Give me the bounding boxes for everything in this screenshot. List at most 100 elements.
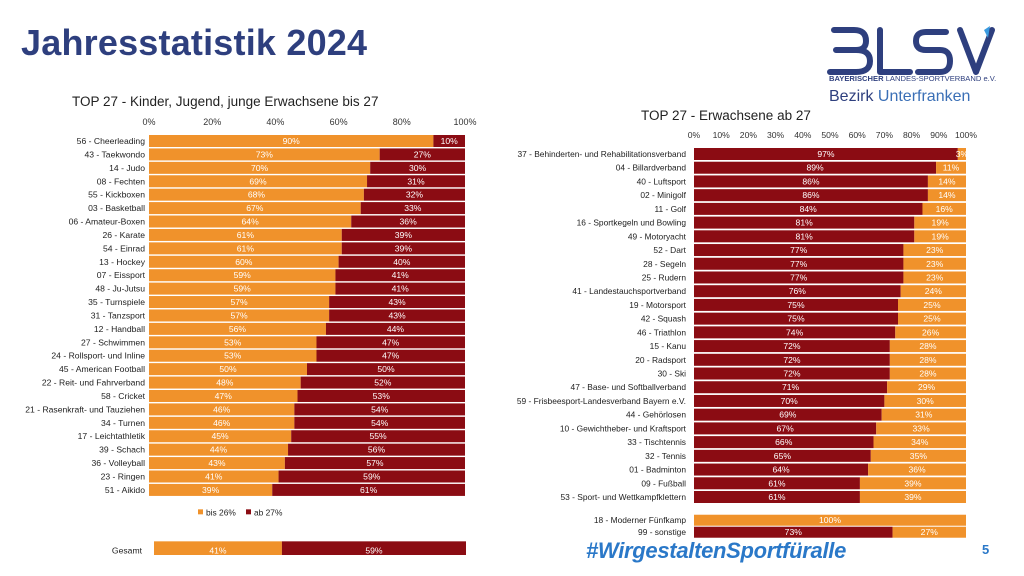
category-label: 56 - Cheerleading bbox=[77, 136, 146, 146]
x-tick-label: 0% bbox=[142, 117, 155, 127]
bar-segment bbox=[149, 403, 295, 416]
bar-segment bbox=[335, 282, 465, 295]
bar-segment bbox=[694, 449, 871, 462]
category-label: 32 - Tennis bbox=[645, 451, 686, 461]
bar-segment bbox=[433, 135, 465, 147]
data-label: 11% bbox=[943, 163, 960, 173]
bar-segment bbox=[281, 541, 466, 555]
bar-segment bbox=[316, 349, 465, 362]
bar-segment bbox=[898, 312, 966, 325]
data-label: 36% bbox=[908, 465, 926, 475]
bar-segment bbox=[694, 422, 877, 435]
chart-left-title: TOP 27 - Kinder, Jugend, junge Erwachsen… bbox=[72, 94, 379, 109]
data-label: 71% bbox=[782, 382, 800, 392]
category-label: 39 - Schach bbox=[99, 445, 145, 455]
data-label: 61% bbox=[237, 230, 255, 240]
bar-segment bbox=[291, 430, 465, 443]
category-label: 54 - Einrad bbox=[103, 243, 145, 253]
hashtag: #WirgestaltenSportfüralle bbox=[586, 538, 847, 563]
bar-segment bbox=[936, 161, 966, 174]
legend-label: bis 26% bbox=[206, 507, 236, 517]
category-label: 12 - Handball bbox=[94, 324, 145, 334]
data-label: 44% bbox=[210, 445, 228, 455]
bar-segment bbox=[868, 463, 966, 476]
data-label: 41% bbox=[392, 284, 410, 294]
data-label: 27% bbox=[921, 527, 939, 537]
data-label: 61% bbox=[360, 485, 378, 495]
category-label: 18 - Moderner Fünfkamp bbox=[594, 515, 687, 525]
bar-segment bbox=[351, 215, 465, 228]
data-label: 73% bbox=[785, 527, 803, 537]
category-label: 43 - Taekwondo bbox=[84, 149, 145, 159]
page-number: 5 bbox=[982, 542, 990, 557]
data-label: 45% bbox=[211, 431, 229, 441]
bar-segment bbox=[887, 381, 966, 394]
blsv-logo bbox=[827, 26, 995, 75]
bar-segment bbox=[694, 353, 890, 366]
data-label: 26% bbox=[922, 327, 940, 337]
bar-segment bbox=[363, 188, 465, 201]
category-label: 23 - Ringen bbox=[101, 472, 146, 482]
data-label: 64% bbox=[242, 217, 260, 227]
category-label: 45 - American Football bbox=[59, 364, 145, 374]
data-label: 76% bbox=[789, 286, 807, 296]
bar-segment bbox=[341, 228, 465, 241]
bar-segment bbox=[694, 161, 937, 174]
bar-segment bbox=[876, 422, 966, 435]
data-label: 46% bbox=[213, 404, 231, 414]
data-label: 19% bbox=[932, 218, 950, 228]
data-label: 67% bbox=[777, 423, 795, 433]
bar-segment bbox=[149, 202, 361, 215]
category-label: Gesamt bbox=[112, 545, 143, 555]
data-label: 61% bbox=[768, 478, 786, 488]
data-label: 61% bbox=[237, 243, 255, 253]
data-label: 60% bbox=[235, 257, 253, 267]
data-label: 28% bbox=[919, 369, 937, 379]
bar-segment bbox=[149, 148, 380, 161]
category-label: 46 - Triathlon bbox=[637, 327, 686, 337]
x-tick-label: 20% bbox=[740, 130, 758, 140]
data-label: 39% bbox=[395, 243, 413, 253]
bar-segment bbox=[278, 470, 465, 483]
bar-segment bbox=[694, 285, 901, 298]
bar-segment bbox=[325, 322, 465, 335]
category-label: 30 - Ski bbox=[658, 369, 687, 379]
data-label: 47% bbox=[382, 337, 400, 347]
data-label: 46% bbox=[213, 418, 231, 428]
bar-segment bbox=[922, 202, 966, 215]
bar-segment bbox=[335, 269, 465, 282]
bar-segment bbox=[149, 135, 434, 147]
data-label: 24% bbox=[925, 286, 943, 296]
data-label: 23% bbox=[926, 272, 944, 282]
bar-segment bbox=[149, 376, 301, 389]
x-tick-label: 80% bbox=[903, 130, 921, 140]
bar-segment bbox=[694, 394, 885, 407]
bar-segment bbox=[379, 148, 465, 161]
data-label: 53% bbox=[373, 391, 391, 401]
data-label: 39% bbox=[904, 492, 922, 502]
bar-segment bbox=[329, 309, 465, 322]
data-label: 28% bbox=[919, 341, 937, 351]
category-label: 13 - Hockey bbox=[99, 257, 146, 267]
bezirk-label: Bezirk Unterfranken bbox=[829, 88, 971, 105]
bar-segment bbox=[694, 436, 874, 449]
data-label: 69% bbox=[249, 176, 267, 186]
data-label: 39% bbox=[904, 478, 922, 488]
category-label: 26 - Karate bbox=[102, 230, 145, 240]
data-label: 61% bbox=[768, 492, 786, 502]
data-label: 48% bbox=[216, 378, 234, 388]
category-label: 09 - Fußball bbox=[641, 478, 686, 488]
data-label: 67% bbox=[246, 203, 264, 213]
data-label: 36% bbox=[400, 217, 418, 227]
data-label: 16% bbox=[936, 204, 954, 214]
data-label: 14% bbox=[938, 176, 956, 186]
bar-segment bbox=[694, 381, 888, 394]
x-tick-label: 40% bbox=[794, 130, 812, 140]
data-label: 44% bbox=[387, 324, 405, 334]
bar-segment bbox=[149, 228, 342, 241]
data-label: 32% bbox=[406, 190, 424, 200]
bar-segment bbox=[694, 230, 915, 243]
bar-segment bbox=[149, 242, 342, 255]
bar-segment bbox=[341, 242, 465, 255]
bar-segment bbox=[900, 285, 966, 298]
